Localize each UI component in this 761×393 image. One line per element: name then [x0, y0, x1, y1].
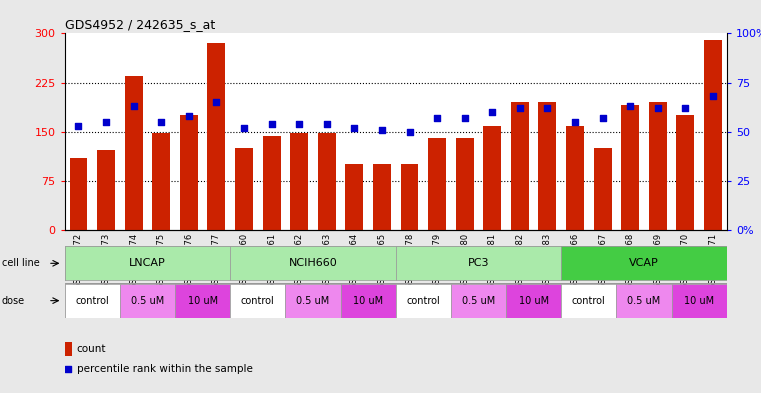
- Bar: [341, 284, 396, 318]
- Point: [183, 113, 195, 119]
- Bar: [616, 284, 671, 318]
- Text: 0.5 uM: 0.5 uM: [627, 296, 661, 306]
- Bar: [451, 284, 506, 318]
- Bar: [263, 136, 281, 230]
- Text: 0.5 uM: 0.5 uM: [131, 296, 164, 306]
- Bar: [671, 284, 727, 318]
- Text: control: control: [75, 296, 109, 306]
- Bar: [704, 40, 722, 230]
- Bar: [175, 284, 230, 318]
- Bar: [125, 76, 142, 230]
- Point: [707, 93, 719, 99]
- Text: 10 uM: 10 uM: [684, 296, 715, 306]
- Bar: [230, 284, 285, 318]
- Bar: [230, 246, 396, 280]
- Text: 10 uM: 10 uM: [187, 296, 218, 306]
- Bar: [152, 133, 170, 230]
- Point: [651, 105, 664, 111]
- Bar: [208, 43, 225, 230]
- Point: [72, 123, 84, 129]
- Point: [293, 121, 305, 127]
- Text: percentile rank within the sample: percentile rank within the sample: [77, 364, 253, 374]
- Text: control: control: [406, 296, 440, 306]
- Bar: [483, 127, 501, 230]
- Bar: [400, 164, 419, 230]
- Text: PC3: PC3: [468, 258, 489, 268]
- Point: [62, 365, 75, 372]
- Bar: [566, 127, 584, 230]
- Point: [541, 105, 553, 111]
- Bar: [290, 133, 308, 230]
- Point: [569, 119, 581, 125]
- Point: [597, 115, 609, 121]
- Point: [680, 105, 692, 111]
- Bar: [345, 164, 363, 230]
- Text: count: count: [77, 344, 107, 354]
- Bar: [456, 138, 473, 230]
- Bar: [120, 284, 175, 318]
- Text: 0.5 uM: 0.5 uM: [462, 296, 495, 306]
- Point: [486, 109, 498, 115]
- Point: [210, 99, 222, 105]
- Bar: [506, 284, 561, 318]
- Bar: [235, 148, 253, 230]
- Point: [100, 119, 112, 125]
- Bar: [285, 284, 341, 318]
- Text: NCIH660: NCIH660: [288, 258, 337, 268]
- Bar: [677, 115, 694, 230]
- Bar: [373, 164, 391, 230]
- Point: [349, 125, 361, 131]
- Point: [403, 129, 416, 135]
- Bar: [561, 284, 616, 318]
- Bar: [65, 284, 119, 318]
- Point: [459, 115, 471, 121]
- Bar: [428, 138, 446, 230]
- Point: [514, 105, 526, 111]
- Text: 0.5 uM: 0.5 uM: [296, 296, 330, 306]
- Bar: [318, 133, 336, 230]
- Bar: [65, 342, 72, 356]
- Text: cell line: cell line: [2, 258, 40, 268]
- Point: [624, 103, 636, 109]
- Point: [155, 119, 167, 125]
- Bar: [649, 102, 667, 230]
- Bar: [561, 246, 727, 280]
- Text: control: control: [572, 296, 606, 306]
- Point: [376, 127, 388, 133]
- Point: [266, 121, 278, 127]
- Bar: [65, 246, 230, 280]
- Point: [238, 125, 250, 131]
- Bar: [621, 105, 639, 230]
- Bar: [511, 102, 529, 230]
- Text: VCAP: VCAP: [629, 258, 659, 268]
- Text: GDS4952 / 242635_s_at: GDS4952 / 242635_s_at: [65, 18, 215, 31]
- Text: 10 uM: 10 uM: [518, 296, 549, 306]
- Bar: [594, 148, 612, 230]
- Bar: [396, 284, 451, 318]
- Bar: [180, 115, 198, 230]
- Point: [320, 121, 333, 127]
- Bar: [396, 246, 561, 280]
- Bar: [539, 102, 556, 230]
- Text: dose: dose: [2, 296, 24, 306]
- Bar: [69, 158, 88, 230]
- Text: LNCAP: LNCAP: [129, 258, 166, 268]
- Point: [431, 115, 443, 121]
- Point: [128, 103, 140, 109]
- Bar: [97, 150, 115, 230]
- Text: 10 uM: 10 uM: [353, 296, 384, 306]
- Text: control: control: [241, 296, 275, 306]
